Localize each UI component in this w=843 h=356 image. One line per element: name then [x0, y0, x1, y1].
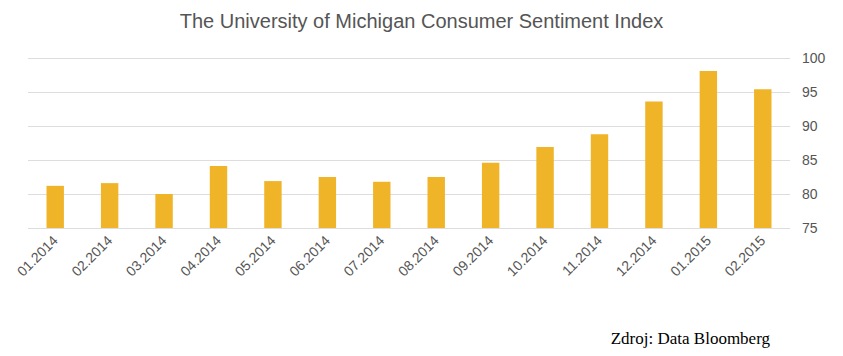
svg-text:05.2014: 05.2014	[232, 232, 279, 279]
svg-text:08.2014: 08.2014	[395, 232, 442, 279]
svg-text:09.2014: 09.2014	[449, 232, 496, 279]
svg-text:11.2014: 11.2014	[559, 232, 605, 278]
svg-text:75: 75	[802, 220, 818, 236]
svg-text:03.2014: 03.2014	[123, 232, 170, 279]
svg-text:Zdroj: Data Bloomberg: Zdroj: Data Bloomberg	[611, 329, 771, 348]
svg-text:01.2015: 01.2015	[667, 232, 714, 279]
svg-text:95: 95	[802, 84, 818, 100]
svg-text:12.2014: 12.2014	[613, 232, 660, 279]
svg-text:10.2014: 10.2014	[504, 232, 551, 279]
svg-text:90: 90	[802, 118, 818, 134]
svg-text:02.2015: 02.2015	[721, 232, 768, 279]
svg-text:The University of Michigan Con: The University of Michigan Consumer Sent…	[180, 10, 664, 32]
svg-text:02.2014: 02.2014	[68, 232, 115, 279]
svg-text:01.2014: 01.2014	[14, 232, 61, 279]
svg-text:06.2014: 06.2014	[286, 232, 333, 279]
svg-text:04.2014: 04.2014	[177, 232, 224, 279]
svg-text:07.2014: 07.2014	[340, 232, 387, 279]
svg-text:80: 80	[802, 186, 818, 202]
svg-text:85: 85	[802, 152, 818, 168]
svg-text:100: 100	[802, 50, 826, 66]
